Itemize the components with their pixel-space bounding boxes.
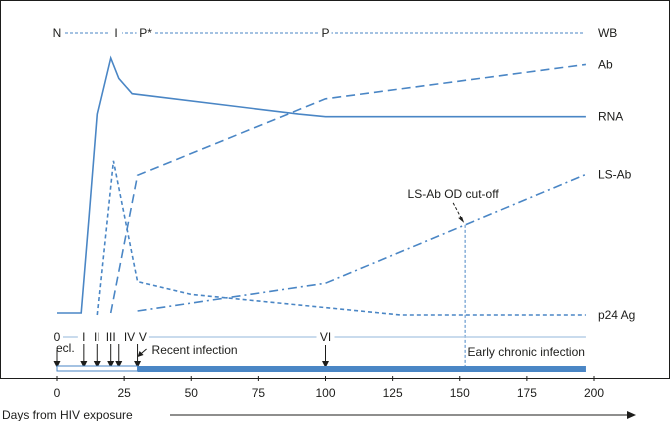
stage-label-bg-iii <box>98 329 123 344</box>
stage-arrow-head-20 <box>107 361 115 368</box>
wb-marker-i: I <box>114 26 117 40</box>
stage-label-0: 0 <box>54 330 61 344</box>
chronic-infection-bar <box>137 366 586 372</box>
stage-arrow-head-100 <box>322 361 329 368</box>
stage-label-iii: III <box>106 330 116 344</box>
stage-label-bg-iv <box>120 329 139 344</box>
x-tick-label-200: 200 <box>584 386 604 400</box>
series-line-p24-ag <box>96 160 586 316</box>
chronic-infection-label: Early chronic infection <box>468 345 585 359</box>
wb-marker-bg-p <box>136 25 155 39</box>
stage-arrow-head-10 <box>80 361 88 368</box>
stage-arrow-head-15 <box>93 361 101 368</box>
stage-label-vi: VI <box>320 330 331 344</box>
wb-marker-bg-p <box>319 25 332 39</box>
eclipse-label: ecl. <box>56 341 75 355</box>
recent-pointer-head <box>137 351 144 357</box>
series-label-ab: Ab <box>598 57 613 71</box>
x-tick-label-25: 25 <box>117 386 131 400</box>
stage-label-ii: II <box>94 330 101 344</box>
recent-infection-label: Recent infection <box>152 343 238 357</box>
stage-label-bg-v <box>136 329 149 344</box>
x-axis-label: Days from HIV exposure <box>2 408 133 421</box>
x-axis-arrow-head <box>627 411 636 419</box>
series-label-rna: RNA <box>598 110 623 124</box>
stage-arrow-head-0 <box>53 361 61 368</box>
x-tick-label-50: 50 <box>185 386 199 400</box>
cutoff-pointer-line <box>452 202 463 221</box>
series-line-ab <box>109 63 587 314</box>
series-line-rna <box>57 55 586 314</box>
cutoff-pointer-arrowhead <box>458 216 465 223</box>
wb-marker-p: P <box>321 26 329 40</box>
x-tick-label-125: 125 <box>383 386 403 400</box>
stage-arrow-head-30 <box>134 361 142 368</box>
x-tick-label-175: 175 <box>517 386 537 400</box>
wb-marker-p: P* <box>139 26 152 40</box>
stage-label-bg-vi <box>316 329 335 344</box>
x-tick-label-0: 0 <box>54 386 61 400</box>
stage-label-i: I <box>82 330 85 344</box>
recent-infection-bar <box>56 365 139 372</box>
x-tick-label-75: 75 <box>252 386 266 400</box>
series-label-ls-ab: LS-Ab <box>598 167 632 181</box>
series-line-ls-ab <box>137 173 587 312</box>
wb-label: WB <box>598 26 617 40</box>
cutoff-label: LS-Ab OD cut-off <box>408 187 500 201</box>
x-tick-label-100: 100 <box>315 386 335 400</box>
stage-label-v: V <box>139 330 147 344</box>
wb-marker-bg-i <box>110 25 123 39</box>
stage-label-bg-0 <box>51 329 63 344</box>
stage-label-iv: IV <box>124 330 135 344</box>
series-label-p24-ag: p24 Ag <box>598 308 635 322</box>
stage-label-bg-i <box>77 329 90 344</box>
wb-marker-bg-n <box>51 25 63 39</box>
wb-marker-n: N <box>53 26 62 40</box>
stage-arrow-head-23 <box>115 361 123 368</box>
x-tick-label-150: 150 <box>450 386 470 400</box>
